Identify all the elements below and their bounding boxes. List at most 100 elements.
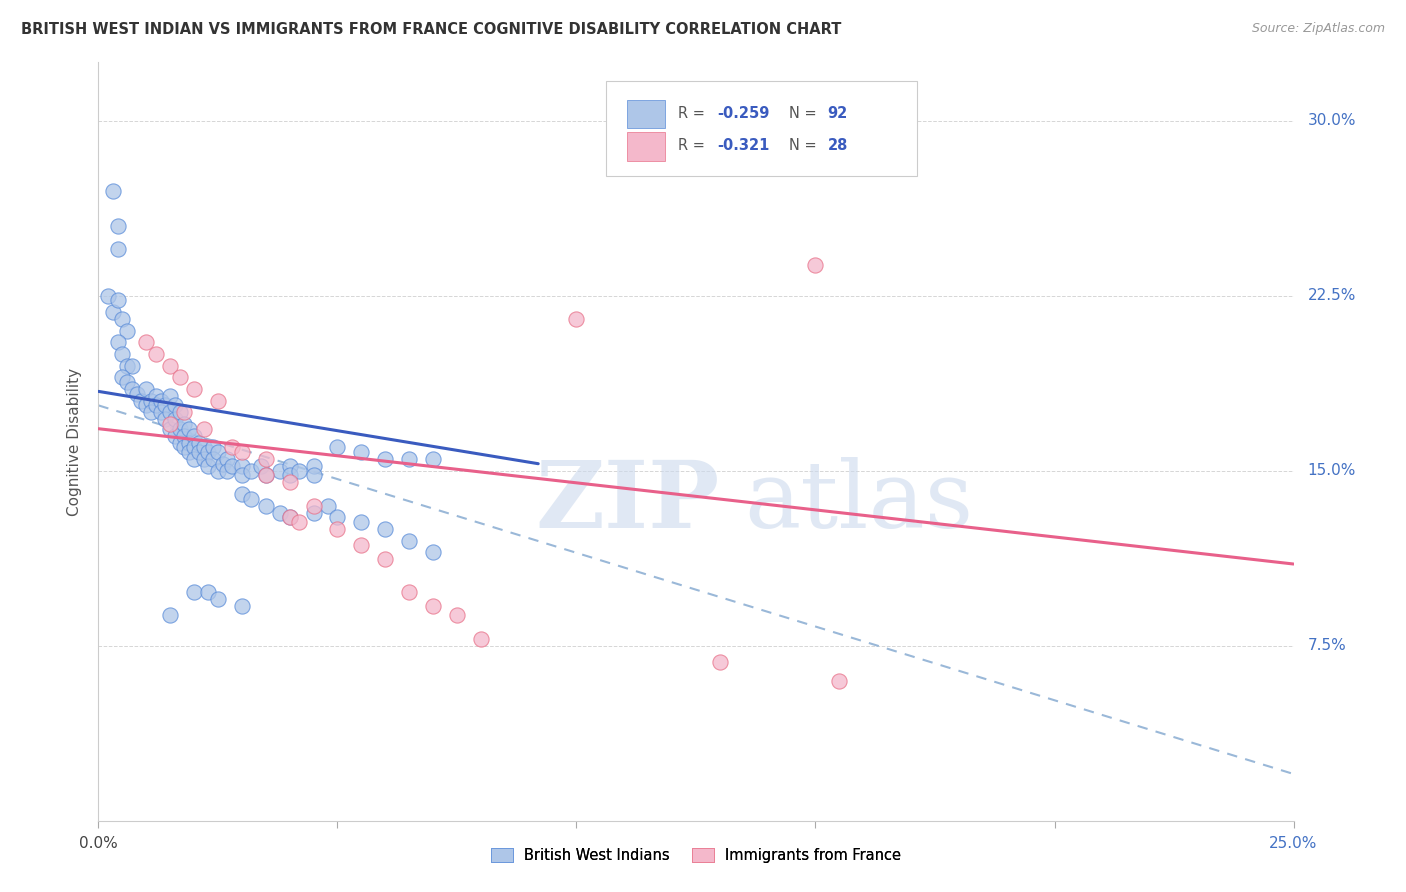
- Point: [169, 405, 191, 419]
- Point: [111, 312, 134, 326]
- Point: [107, 219, 129, 233]
- Point: [202, 452, 225, 467]
- Point: [131, 393, 153, 408]
- Point: [278, 458, 301, 473]
- Point: [278, 468, 301, 483]
- Point: [254, 468, 277, 483]
- Point: [350, 515, 373, 529]
- Point: [155, 412, 177, 426]
- Point: [326, 510, 349, 524]
- Text: BRITISH WEST INDIAN VS IMMIGRANTS FROM FRANCE COGNITIVE DISABILITY CORRELATION C: BRITISH WEST INDIAN VS IMMIGRANTS FROM F…: [21, 22, 841, 37]
- Point: [159, 389, 181, 403]
- Point: [231, 458, 253, 473]
- Y-axis label: Cognitive Disability: Cognitive Disability: [67, 368, 83, 516]
- Point: [269, 506, 291, 520]
- Point: [187, 445, 209, 459]
- Point: [159, 359, 181, 373]
- Point: [193, 452, 215, 467]
- Point: [111, 370, 134, 384]
- Point: [828, 673, 851, 688]
- Point: [179, 435, 201, 450]
- Point: [207, 445, 229, 459]
- Point: [159, 608, 181, 623]
- Point: [163, 428, 186, 442]
- Point: [326, 441, 349, 455]
- Text: -0.259: -0.259: [717, 106, 770, 120]
- Text: 22.5%: 22.5%: [1308, 288, 1355, 303]
- Text: N =: N =: [789, 138, 821, 153]
- Point: [316, 499, 339, 513]
- Point: [288, 464, 311, 478]
- Point: [163, 398, 186, 412]
- Point: [183, 428, 205, 442]
- Point: [193, 422, 215, 436]
- Point: [231, 487, 253, 501]
- Point: [149, 405, 172, 419]
- Point: [187, 435, 209, 450]
- Point: [302, 458, 325, 473]
- Point: [197, 445, 219, 459]
- Point: [278, 510, 301, 524]
- Point: [326, 522, 349, 536]
- Point: [179, 445, 201, 459]
- Point: [278, 510, 301, 524]
- Point: [197, 585, 219, 599]
- Bar: [627, 100, 665, 128]
- Point: [135, 335, 157, 350]
- Point: [173, 405, 195, 419]
- Point: [159, 422, 181, 436]
- Text: 30.0%: 30.0%: [1308, 113, 1355, 128]
- Point: [374, 522, 396, 536]
- Point: [121, 382, 143, 396]
- Point: [139, 405, 162, 419]
- Point: [149, 393, 172, 408]
- Point: [254, 468, 277, 483]
- Point: [422, 545, 444, 559]
- Point: [145, 398, 167, 412]
- Point: [240, 464, 263, 478]
- Point: [207, 592, 229, 607]
- Point: [231, 468, 253, 483]
- Point: [804, 259, 827, 273]
- Point: [240, 491, 263, 506]
- Point: [173, 441, 195, 455]
- Text: 0.0%: 0.0%: [79, 837, 118, 852]
- Point: [173, 428, 195, 442]
- Text: atlas: atlas: [744, 458, 973, 547]
- Point: [135, 382, 157, 396]
- Point: [269, 464, 291, 478]
- Point: [145, 347, 167, 361]
- Point: [302, 499, 325, 513]
- Text: R =: R =: [678, 106, 710, 120]
- Point: [179, 422, 201, 436]
- Point: [155, 398, 177, 412]
- Point: [254, 499, 277, 513]
- Point: [183, 382, 205, 396]
- Point: [398, 452, 420, 467]
- Point: [398, 533, 420, 548]
- Point: [302, 506, 325, 520]
- Text: 25.0%: 25.0%: [1270, 837, 1317, 852]
- Point: [107, 242, 129, 256]
- Point: [135, 398, 157, 412]
- Text: ZIP: ZIP: [536, 458, 720, 547]
- Legend: British West Indians, Immigrants from France: British West Indians, Immigrants from Fr…: [484, 840, 908, 871]
- Text: N =: N =: [789, 106, 821, 120]
- Point: [145, 389, 167, 403]
- Point: [193, 441, 215, 455]
- Point: [446, 608, 468, 623]
- Text: R =: R =: [678, 138, 710, 153]
- Point: [211, 457, 233, 471]
- Text: 92: 92: [827, 106, 848, 120]
- Point: [217, 464, 239, 478]
- Point: [183, 441, 205, 455]
- Point: [121, 359, 143, 373]
- Point: [197, 458, 219, 473]
- Point: [173, 417, 195, 431]
- Point: [107, 335, 129, 350]
- Point: [139, 393, 162, 408]
- Text: 15.0%: 15.0%: [1308, 463, 1355, 478]
- Point: [217, 452, 239, 467]
- Point: [250, 458, 273, 473]
- Point: [231, 599, 253, 613]
